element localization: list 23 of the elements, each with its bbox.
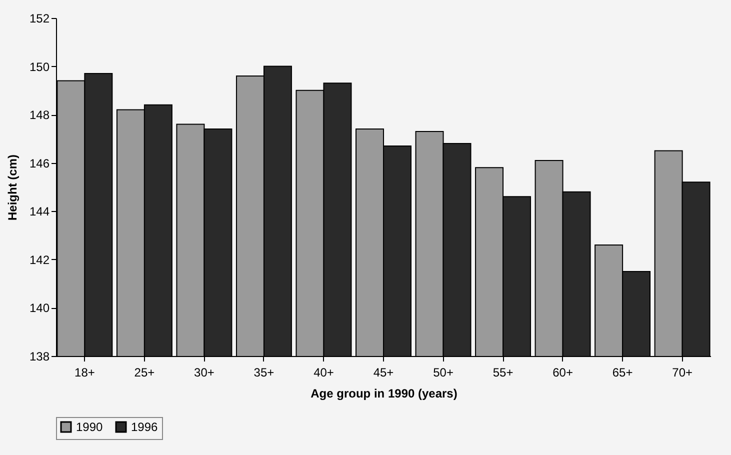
y-tick-label: 140 — [29, 301, 50, 316]
y-tick-label: 146 — [29, 156, 50, 170]
y-tick-label: 150 — [29, 60, 50, 74]
legend-label: 1996 — [131, 420, 158, 434]
y-tick-label: 152 — [29, 12, 50, 26]
x-tick-label: 70+ — [672, 366, 692, 380]
legend-label: 1990 — [76, 420, 104, 434]
x-tick-label: 35+ — [254, 366, 274, 380]
x-axis-title: Age group in 1990 (years) — [310, 386, 458, 400]
x-tick-label: 40+ — [314, 366, 334, 380]
x-tick-label: 25+ — [134, 366, 155, 380]
x-tick-label: 30+ — [194, 366, 214, 380]
y-tick-label: 138 — [29, 350, 50, 364]
x-tick-label: 65+ — [612, 366, 633, 380]
x-tick-label: 45+ — [373, 366, 394, 380]
x-tick-label: 55+ — [492, 366, 514, 380]
y-axis-title: Height (cm) — [5, 154, 20, 220]
x-tick-label: 50+ — [433, 366, 454, 380]
y-tick-label: 148 — [29, 108, 50, 122]
x-tick-label: 60+ — [552, 366, 573, 380]
y-tick-label: 142 — [29, 252, 50, 267]
x-tick-label: 18+ — [74, 366, 95, 380]
y-tick-label: 144 — [29, 204, 50, 219]
